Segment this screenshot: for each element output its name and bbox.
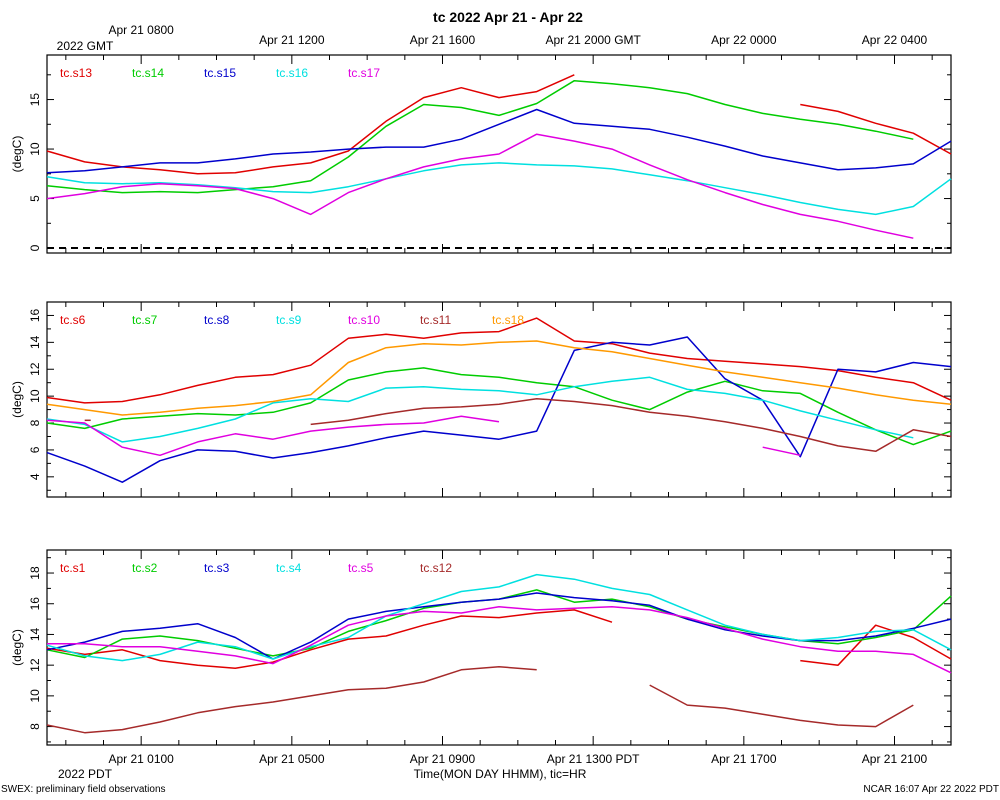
top-axis-tick-label: Apr 21 0800 (108, 23, 174, 37)
y-tick-label: 12 (28, 362, 42, 376)
legend-entry: tc.s10 (348, 313, 380, 327)
top-axis-year-label: 2022 GMT (57, 39, 114, 53)
series-line-tc.s9 (46, 376, 914, 443)
bottom-axis-tick-label: Apr 21 0900 (410, 752, 476, 766)
y-tick-label: 18 (28, 566, 42, 580)
top-axis-tick-label: Apr 22 0000 (711, 33, 777, 47)
series-line-tc.s13 (46, 74, 575, 175)
panel-1: 0 5 10 15 (degC) tc.s13 tc.s14 tc.s15 tc.s16 tc.s… (10, 54, 952, 254)
series-line-tc.s16 (46, 162, 952, 216)
top-axis-tick-label: Apr 22 0400 (862, 33, 928, 47)
y-tick-label: 14 (28, 627, 42, 641)
y-tick-label: 16 (28, 597, 42, 611)
legend-entry: tc.s7 (132, 313, 158, 327)
footer-right-note: NCAR 16:07 Apr 22 2022 PDT (863, 784, 999, 795)
panel-2: 4 6 8 10 12 14 16 (degC) tc.s6 tc.s7 tc.s8 tc.s9 tc.… (10, 301, 952, 498)
series-line-tc.s10 (762, 446, 801, 457)
bottom-axis-tick-label: Apr 21 1300 PDT (547, 752, 640, 766)
series-line-tc.s8 (46, 336, 952, 483)
top-axis-tick-label: Apr 21 2000 GMT (545, 33, 641, 47)
series-line-tc.s13 (800, 103, 952, 155)
bottom-axis-tick-label: Apr 21 0500 (259, 752, 325, 766)
series-line-tc.s15 (46, 108, 952, 174)
series-line-tc.s1 (800, 624, 952, 666)
panel-3: 8 10 12 14 16 18 (degC) tc.s1 tc.s2 tc.s3 tc.s4 tc.… (10, 549, 952, 746)
legend-entry: tc.s17 (348, 66, 380, 80)
y-tick-label: 10 (28, 142, 42, 156)
series-line-tc.s6 (46, 317, 952, 404)
legend-entry: tc.s12 (420, 561, 452, 575)
legend-entry: tc.s5 (348, 561, 374, 575)
legend-entry: tc.s16 (276, 66, 308, 80)
y-tick-label: 14 (28, 335, 42, 349)
series-line-tc.s12 (649, 684, 914, 728)
legend-entry: tc.s13 (60, 66, 92, 80)
top-axis-tick-label: Apr 21 1600 (410, 33, 476, 47)
x-axis-label: Time(MON DAY HHMM), tic=HR (414, 767, 587, 781)
legend-entry: tc.s8 (204, 313, 230, 327)
legend-entry: tc.s14 (132, 66, 164, 80)
legend-entry: tc.s9 (276, 313, 302, 327)
y-tick-label: 6 (28, 446, 42, 453)
y-tick-label: 5 (28, 195, 42, 202)
series-line-tc.s14 (46, 79, 914, 194)
legend-entry: tc.s11 (420, 313, 451, 327)
y-tick-label: 4 (28, 473, 42, 480)
series-line-tc.s17 (46, 133, 914, 239)
y-tick-label: 0 (28, 244, 42, 251)
bottom-axis-year-label: 2022 PDT (58, 767, 113, 781)
legend-entry: tc.s1 (60, 561, 86, 575)
y-tick-label: 8 (28, 723, 42, 730)
legend-entry: tc.s2 (132, 561, 158, 575)
series-line-tc.s12 (46, 665, 537, 734)
series-line-tc.s7 (46, 367, 952, 446)
legend-entry: tc.s18 (492, 313, 524, 327)
series-line-tc.s10 (46, 415, 500, 457)
series-line-tc.s4 (46, 573, 952, 662)
legend-entry: tc.s3 (204, 561, 230, 575)
y-tick-label: 12 (28, 658, 42, 672)
y-axis-label: (degC) (10, 381, 24, 418)
bottom-axis-tick-label: Apr 21 1700 (711, 752, 777, 766)
y-axis-label: (degC) (10, 136, 24, 173)
series-line-tc.s11 (310, 398, 952, 453)
y-axis-label: (degC) (10, 629, 24, 666)
series-line-tc.s1 (46, 609, 613, 669)
y-tick-label: 16 (28, 308, 42, 322)
legend-entry: tc.s6 (60, 313, 86, 327)
plot-frame (46, 549, 952, 746)
chart-title: tc 2022 Apr 21 - Apr 22 (433, 9, 583, 25)
bottom-axis-tick-label: Apr 21 0100 (108, 752, 174, 766)
footer-left-note: SWEX: preliminary field observations (1, 784, 166, 795)
y-tick-label: 10 (28, 689, 42, 703)
y-tick-label: 10 (28, 389, 42, 403)
bottom-axis-tick-label: Apr 21 2100 (862, 752, 928, 766)
legend-entry: tc.s4 (276, 561, 302, 575)
y-tick-label: 8 (28, 419, 42, 426)
series-line-tc.s5 (47, 606, 952, 674)
y-tick-label: 15 (28, 93, 42, 107)
legend-entry: tc.s15 (204, 66, 236, 80)
series-line-tc.s18 (46, 340, 952, 416)
top-axis-tick-label: Apr 21 1200 (259, 33, 325, 47)
